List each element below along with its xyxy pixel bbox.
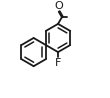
- Text: F: F: [55, 58, 61, 68]
- Text: O: O: [55, 1, 64, 11]
